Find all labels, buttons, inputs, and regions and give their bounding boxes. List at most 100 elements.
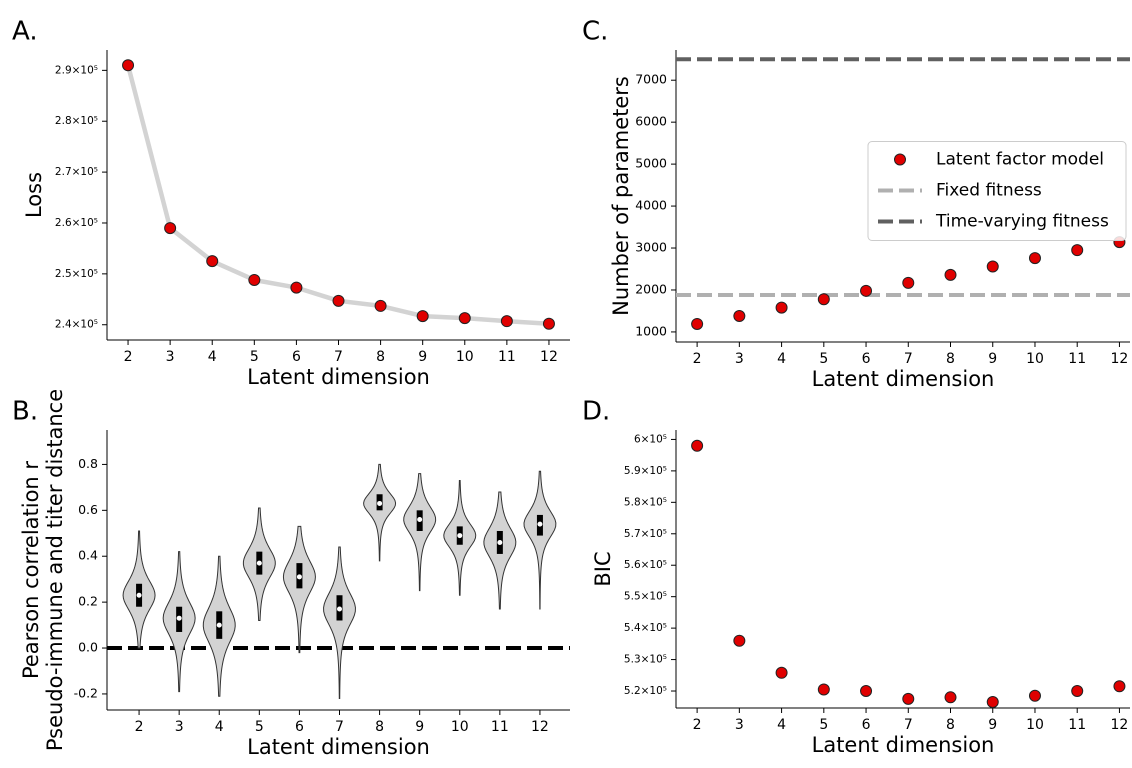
x-tick-label: 7	[904, 717, 913, 733]
panel-label: A.	[12, 17, 38, 47]
marker	[122, 59, 135, 72]
y-tick-label: 2.4×10⁵	[55, 319, 98, 331]
x-tick-label: 6	[292, 349, 301, 365]
y-tick-label: 5.8×10⁵	[624, 496, 667, 508]
marker	[944, 691, 957, 704]
y-tick-label: 2.7×10⁵	[55, 166, 98, 178]
violin-median	[296, 574, 302, 580]
marker	[775, 666, 788, 679]
y-tick-label: 2000	[635, 281, 667, 296]
x-tick-label: 4	[777, 351, 786, 367]
y-tick-label: 7000	[635, 72, 667, 87]
x-tick-label: 12	[1111, 717, 1129, 733]
legend-label: Latent factor model	[936, 150, 1104, 170]
x-tick-label: 5	[819, 351, 828, 367]
x-tick-label: 11	[491, 719, 509, 735]
marker	[206, 255, 219, 268]
x-tick-label: 9	[988, 717, 997, 733]
x-tick-label: 7	[335, 719, 344, 735]
legend-label: Time-varying fitness	[935, 212, 1109, 232]
marker	[986, 260, 999, 273]
x-tick-label: 12	[540, 349, 558, 365]
violin-median	[136, 592, 142, 598]
x-tick-label: 10	[456, 349, 474, 365]
x-tick-label: 9	[415, 719, 424, 735]
x-tick-label: 4	[215, 719, 224, 735]
marker	[691, 317, 704, 330]
x-axis-label: Latent dimension	[247, 365, 430, 389]
marker	[860, 685, 873, 698]
x-tick-label: 11	[1068, 351, 1086, 367]
x-tick-label: 8	[946, 351, 955, 367]
x-tick-label: 11	[1068, 717, 1086, 733]
x-tick-label: 11	[498, 349, 516, 365]
x-tick-label: 5	[250, 349, 259, 365]
x-tick-label: 2	[135, 719, 144, 735]
y-tick-label: 0.4	[78, 548, 98, 563]
y-tick-label: 6×10⁵	[634, 433, 667, 445]
x-tick-label: 8	[376, 349, 385, 365]
y-tick-label: 5.3×10⁵	[624, 654, 667, 666]
legend-marker	[894, 153, 906, 166]
marker	[944, 268, 957, 281]
violin-median	[497, 539, 503, 545]
x-tick-label: 12	[531, 719, 549, 735]
x-tick-label: 7	[334, 349, 343, 365]
y-tick-label: 2.5×10⁵	[55, 268, 98, 280]
violin-median	[256, 560, 262, 566]
y-tick-label: 5.2×10⁵	[624, 685, 667, 697]
x-axis-label: Latent dimension	[812, 367, 995, 391]
marker	[1028, 252, 1041, 265]
y-tick-label: 1000	[635, 323, 667, 338]
y-tick-label: -0.2	[74, 685, 98, 700]
marker	[542, 317, 555, 330]
violin-median	[457, 533, 463, 539]
violin-median	[216, 622, 222, 628]
x-tick-label: 3	[735, 351, 744, 367]
marker	[902, 276, 915, 289]
marker	[1071, 244, 1084, 257]
violin-median	[417, 517, 423, 523]
marker	[1028, 689, 1041, 702]
panel-label: B.	[12, 397, 38, 427]
violin-median	[176, 615, 182, 621]
x-tick-label: 10	[451, 719, 469, 735]
x-tick-label: 5	[255, 719, 264, 735]
marker	[817, 293, 830, 306]
x-tick-label: 2	[693, 351, 702, 367]
y-tick-label: 5000	[635, 156, 667, 171]
marker	[1113, 680, 1126, 693]
x-tick-label: 10	[1026, 351, 1044, 367]
x-tick-label: 10	[1026, 717, 1044, 733]
y-tick-label: 0.6	[78, 502, 98, 517]
y-axis-label: BIC	[591, 551, 615, 586]
marker	[902, 692, 915, 705]
x-tick-label: 9	[418, 349, 427, 365]
violin-body	[523, 470, 557, 610]
x-tick-label: 8	[946, 717, 955, 733]
y-axis-label: Loss	[22, 172, 46, 218]
marker	[416, 310, 429, 323]
y-axis-label: Pearson correlation r	[19, 461, 43, 679]
marker	[1071, 685, 1084, 698]
y-tick-label: 5.4×10⁵	[624, 622, 667, 634]
marker	[775, 301, 788, 314]
violin-body	[282, 525, 316, 654]
marker	[458, 312, 471, 325]
y-tick-label: 0.0	[78, 640, 98, 655]
y-tick-label: 5.5×10⁵	[624, 591, 667, 603]
violin-median	[377, 500, 383, 506]
y-axis-label: Number of parameters	[609, 76, 633, 316]
legend: Latent factor model Fixed fitness Time-var…	[867, 141, 1127, 241]
marker	[248, 273, 261, 286]
x-tick-label: 5	[819, 717, 828, 733]
x-tick-label: 3	[735, 717, 744, 733]
panel-label: C.	[582, 17, 608, 47]
marker	[332, 294, 345, 307]
marker	[374, 299, 387, 312]
y-tick-label: 6000	[635, 114, 667, 129]
marker	[986, 696, 999, 709]
x-tick-label: 6	[862, 351, 871, 367]
y-tick-label: 5.9×10⁵	[624, 465, 667, 477]
